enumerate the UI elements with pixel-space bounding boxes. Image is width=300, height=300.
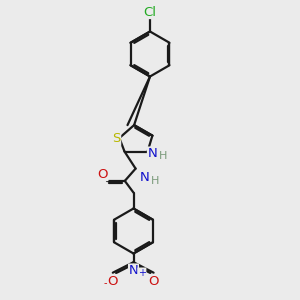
Text: N: N — [129, 264, 138, 277]
Text: O: O — [148, 274, 159, 288]
Text: H: H — [151, 176, 160, 186]
Text: Cl: Cl — [143, 5, 157, 19]
Text: S: S — [112, 132, 121, 146]
Text: O: O — [108, 274, 118, 288]
Text: H: H — [159, 151, 168, 161]
Text: N: N — [140, 171, 149, 184]
Text: O: O — [98, 167, 108, 181]
Text: -: - — [103, 278, 107, 288]
Text: +: + — [138, 268, 146, 278]
Text: N: N — [148, 147, 157, 160]
